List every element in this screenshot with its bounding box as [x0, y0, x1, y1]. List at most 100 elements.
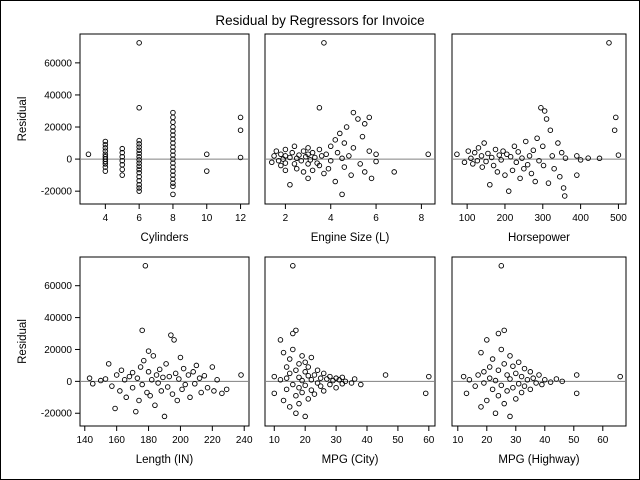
data-point [471, 149, 478, 156]
x-tick-label: 300 [534, 213, 551, 224]
data-point [278, 151, 284, 158]
data-point [521, 365, 528, 372]
data-point [290, 381, 296, 388]
data-point [117, 388, 123, 394]
data-point [348, 380, 355, 386]
data-point [176, 376, 182, 382]
panel-frame [451, 33, 627, 205]
data-point [510, 363, 516, 369]
data-point [170, 128, 176, 134]
data-point [481, 369, 487, 375]
data-point [534, 135, 540, 141]
data-point [507, 353, 513, 359]
data-point [185, 372, 192, 378]
data-point [527, 386, 534, 393]
data-point [308, 377, 315, 383]
data-point [129, 384, 136, 391]
data-point [492, 146, 499, 153]
y-tick-label: 40000 [44, 90, 72, 101]
data-point [179, 386, 185, 393]
data-point [466, 377, 473, 383]
data-point [170, 119, 176, 125]
chart-title: Residual by Regressors for Invoice [215, 13, 424, 28]
data-point [472, 383, 478, 389]
data-point [585, 155, 591, 161]
data-point [286, 370, 293, 377]
data-point [150, 353, 157, 359]
data-point [307, 157, 314, 163]
data-point [166, 373, 173, 380]
data-point [291, 161, 298, 167]
data-point [198, 389, 204, 396]
data-point [136, 188, 142, 194]
data-point [551, 165, 557, 172]
panel-frame [79, 256, 250, 427]
data-point [314, 380, 321, 386]
data-point [538, 105, 544, 111]
data-point [308, 387, 315, 393]
data-point [487, 182, 493, 188]
data-point [617, 373, 623, 380]
data-point [271, 390, 278, 397]
data-point [518, 389, 525, 396]
data-point [192, 381, 198, 387]
data-point [501, 361, 507, 367]
data-point [536, 157, 542, 164]
data-point [280, 397, 287, 404]
data-point [170, 140, 176, 146]
data-point [361, 169, 368, 175]
data-point [136, 153, 142, 160]
data-point [136, 397, 142, 404]
data-point [170, 132, 176, 138]
data-point [296, 374, 302, 381]
data-point [203, 151, 210, 158]
data-point [170, 136, 176, 142]
data-point [237, 127, 244, 133]
data-point [484, 397, 490, 404]
data-point [296, 152, 302, 158]
data-point [119, 172, 125, 178]
data-point [136, 163, 142, 170]
data-point [342, 378, 349, 385]
data-point [422, 390, 429, 397]
data-point [136, 157, 142, 163]
data-point [366, 114, 373, 121]
data-point [305, 373, 312, 379]
x-tick-label: 60 [597, 435, 609, 446]
data-point [305, 175, 311, 182]
data-point [495, 392, 502, 399]
x-tick-label: 60 [423, 435, 435, 446]
data-point [109, 383, 115, 389]
data-point [196, 375, 203, 381]
data-point [562, 155, 569, 161]
x-axis-label: Length (IN) [136, 454, 194, 466]
data-point [496, 152, 503, 158]
data-point [577, 157, 584, 163]
x-tick-label: 200 [172, 435, 189, 446]
data-point [290, 330, 296, 337]
data-point [368, 175, 375, 182]
data-point [211, 388, 217, 394]
data-point [547, 379, 554, 385]
data-point [155, 380, 161, 386]
data-point [170, 148, 176, 154]
data-point [474, 157, 481, 164]
data-point [286, 404, 293, 410]
data-point [333, 375, 339, 381]
x-axis-label: Horsepower [508, 232, 570, 244]
data-point [293, 392, 299, 399]
y-tick-label: -20000 [41, 187, 73, 198]
data-point [133, 408, 139, 415]
x-tick-label: 6 [136, 213, 142, 224]
data-point [237, 114, 244, 121]
data-point [541, 108, 548, 114]
x-axis-label: Engine Size (L) [311, 232, 390, 244]
data-point [136, 185, 142, 191]
data-point [102, 151, 109, 158]
data-point [305, 145, 311, 151]
data-point [298, 157, 305, 164]
y-tick-label: 60000 [44, 281, 72, 292]
data-point [501, 400, 507, 407]
data-point [530, 375, 536, 381]
